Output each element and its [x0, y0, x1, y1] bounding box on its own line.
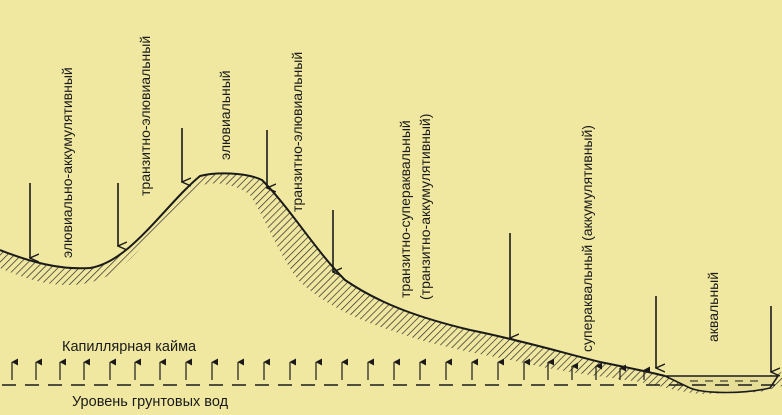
ground-surface-line: [0, 172, 666, 377]
label-transit-accumulative: (транзитно-аккумулятивный): [417, 114, 433, 300]
label-eluvial-accumulative: элювиально-аккумулятивный: [59, 67, 75, 258]
label-aqual: аквальный: [705, 272, 721, 342]
groundwater-level-label: Уровень грунтовых вод: [72, 394, 229, 410]
label-transit-eluvial-right: транзитно-элювиальный: [289, 52, 305, 212]
label-transit-superaqual: транзитно-супераквальный: [397, 120, 413, 298]
label-eluvial: элювиальный: [217, 70, 233, 160]
capillary-arrows: [11, 358, 650, 380]
label-superaqual-accumulative: супераквальный (аккумулятивный): [579, 125, 595, 352]
boundary-arrows: [30, 128, 771, 372]
capillary-fringe-label: Капиллярная кайма: [62, 339, 197, 355]
label-transit-eluvial-left: транзитно-элювиальный: [137, 36, 153, 196]
